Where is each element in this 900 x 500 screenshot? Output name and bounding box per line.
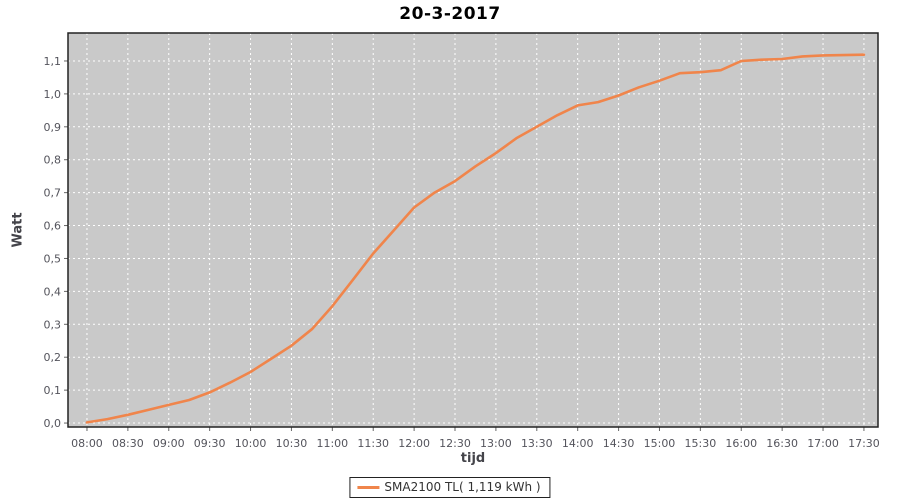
x-axis-title: tijd xyxy=(460,451,486,466)
plot-area-background xyxy=(68,33,878,427)
x-axis-tick-label: 15:30 xyxy=(685,437,717,450)
y-axis-tick-label: 0,5 xyxy=(44,252,62,265)
x-axis-tick-label: 11:30 xyxy=(357,437,389,450)
y-axis-tick-label: 0,4 xyxy=(44,285,62,298)
x-axis-tick-label: 15:00 xyxy=(644,437,676,450)
y-axis-tick-label: 0,7 xyxy=(44,187,62,200)
y-axis-tick-label: 1,1 xyxy=(44,55,62,68)
x-axis-tick-label: 08:00 xyxy=(71,437,103,450)
legend-series-label: SMA2100 TL( 1,119 kWh ) xyxy=(384,480,541,494)
y-axis-tick-label: 0,8 xyxy=(44,154,62,167)
plot-border xyxy=(67,32,879,428)
x-axis-tick-label: 10:00 xyxy=(235,437,267,450)
x-axis-tick-label: 16:00 xyxy=(725,437,757,450)
x-axis-tick-label: 12:00 xyxy=(398,437,430,450)
x-axis-tick-label: 08:30 xyxy=(112,437,144,450)
legend-series-swatch xyxy=(357,486,380,489)
x-axis-tick-label: 17:00 xyxy=(807,437,839,450)
y-axis-tick-label: 0,6 xyxy=(44,220,62,233)
y-axis-tick-label: 0,2 xyxy=(44,351,62,364)
x-axis-tick-label: 10:30 xyxy=(276,437,308,450)
y-axis-tick-label: 0,1 xyxy=(44,384,62,397)
y-axis-tick-label: 1,0 xyxy=(44,88,62,101)
y-axis-tick-label: 0,9 xyxy=(44,121,62,134)
series-line xyxy=(85,53,866,424)
chart-title: 20-3-2017 xyxy=(399,4,501,24)
legend: SMA2100 TL( 1,119 kWh ) xyxy=(349,477,551,498)
x-axis-tick-label: 17:30 xyxy=(848,437,880,450)
x-axis-tick-label: 13:00 xyxy=(480,437,512,450)
y-axis-title: Watt xyxy=(10,212,26,248)
x-axis-tick-label: 09:30 xyxy=(194,437,226,450)
y-axis-tick-label: 0,3 xyxy=(44,318,62,331)
x-axis-tick-label: 12:30 xyxy=(439,437,471,450)
x-axis-tick-label: 11:00 xyxy=(316,437,348,450)
x-axis-tick-label: 14:00 xyxy=(562,437,594,450)
x-axis-tick-label: 09:00 xyxy=(153,437,185,450)
x-axis-tick-label: 14:30 xyxy=(603,437,635,450)
x-axis-tick-label: 16:30 xyxy=(766,437,798,450)
y-axis-tick-label: 0,0 xyxy=(44,417,62,430)
x-axis-tick-label: 13:30 xyxy=(521,437,553,450)
